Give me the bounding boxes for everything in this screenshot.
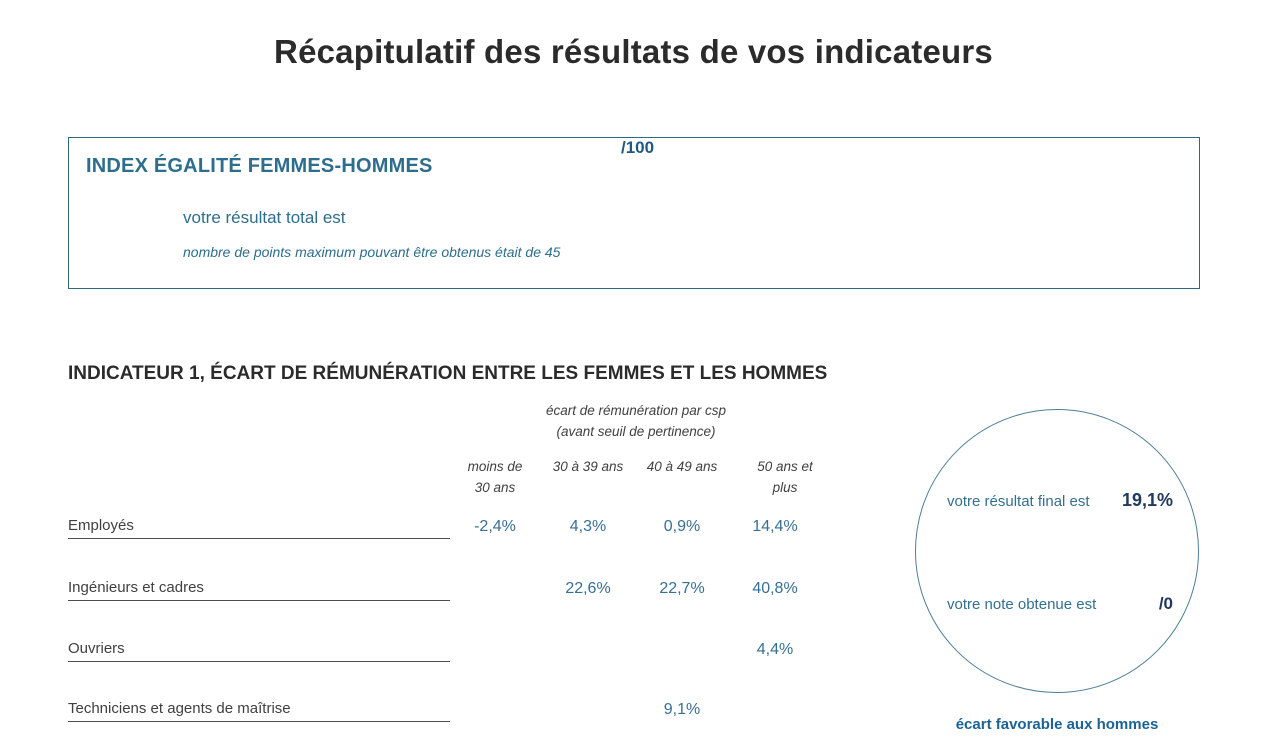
- final-result-label: votre résultat final est: [947, 493, 1090, 510]
- table-cell: [728, 719, 822, 722]
- table-title-line2: (avant seuil de pertinence): [556, 424, 716, 439]
- table-cell: [450, 719, 540, 722]
- table-cell: [450, 598, 540, 601]
- gap-direction-caption: écart favorable aux hommes: [955, 716, 1159, 733]
- result-circle: votre résultat final est 19,1% votre not…: [915, 409, 1199, 693]
- table-title-line1: écart de rémunération par csp: [545, 403, 727, 418]
- table-cell: 4,4%: [756, 641, 794, 658]
- index-summary-box: INDEX ÉGALITÉ FEMMES-HOMMES votre résult…: [68, 137, 1200, 289]
- total-result-label: votre résultat total est: [183, 208, 346, 227]
- note-obtained-label: votre note obtenue est: [947, 596, 1097, 613]
- indicator1-heading: INDICATEUR 1, ÉCART DE RÉMUNÉRATION ENTR…: [68, 363, 828, 384]
- max-points-note: nombre de points maximum pouvant être ob…: [183, 244, 561, 260]
- table-cell: 22,7%: [659, 580, 705, 597]
- table-cell: -2,4%: [474, 518, 516, 535]
- table-cell: [450, 659, 540, 662]
- column-header-30-39: 30 à 39 ans: [552, 459, 624, 474]
- page-title: Récapitulatif des résultats de vos indic…: [274, 33, 993, 70]
- column-header-40-49: 40 à 49 ans: [646, 459, 718, 474]
- row-label-ingenieurs-cadres: Ingénieurs et cadres: [68, 579, 450, 601]
- table-cell: 22,6%: [565, 580, 611, 597]
- table-title: écart de rémunération par csp (avant seu…: [450, 398, 822, 448]
- table-cell: [636, 659, 728, 662]
- row-label-employes: Employés: [68, 517, 450, 539]
- note-obtained-row: votre note obtenue est /0: [947, 594, 1173, 614]
- row-label-ouvriers: Ouvriers: [68, 640, 450, 662]
- table-cell: 0,9%: [663, 518, 701, 535]
- column-header-50-plus: 50 ans et plus: [757, 459, 813, 495]
- table-cell: 14,4%: [752, 518, 798, 535]
- remuneration-gap-table: écart de rémunération par csp (avant seu…: [68, 398, 822, 722]
- row-label-techniciens-agents-maitrise: Techniciens et agents de maîtrise: [68, 700, 450, 722]
- total-result-row: votre résultat total est: [183, 208, 883, 228]
- total-result-value: /100: [621, 138, 655, 157]
- table-cell: 9,1%: [663, 701, 701, 718]
- table-cell: [540, 719, 636, 722]
- table-cell: 4,3%: [569, 518, 607, 535]
- final-result-row: votre résultat final est 19,1%: [947, 490, 1173, 511]
- column-header-under-30: moins de 30 ans: [467, 459, 523, 495]
- table-cell: [540, 659, 636, 662]
- final-result-value: 19,1%: [1121, 490, 1173, 510]
- index-summary-heading: INDEX ÉGALITÉ FEMMES-HOMMES: [86, 155, 433, 177]
- note-obtained-value: /0: [1158, 594, 1173, 613]
- table-cell: 40,8%: [752, 580, 798, 597]
